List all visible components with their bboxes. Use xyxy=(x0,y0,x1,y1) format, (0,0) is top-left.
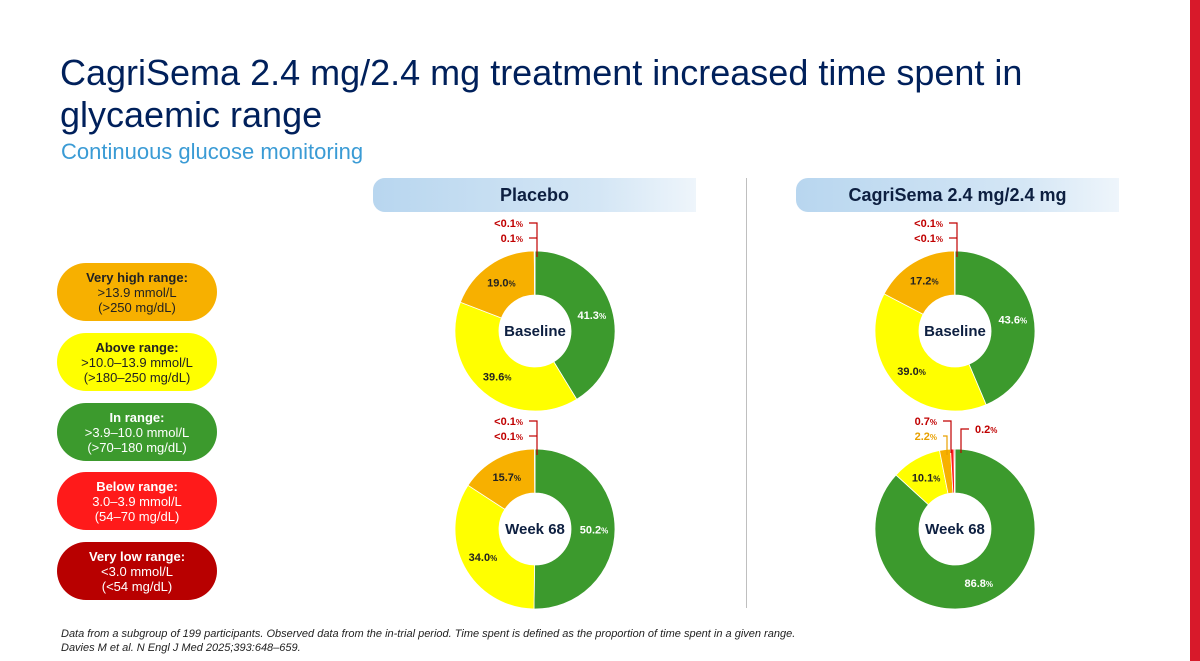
callout-label: <0.1% xyxy=(914,218,943,230)
slice-label: 41.3% xyxy=(578,310,607,322)
callout-leader xyxy=(529,420,538,455)
center-label: Baseline xyxy=(924,323,986,340)
donut-slice-in-range xyxy=(954,250,1036,406)
slice-label: 39.0% xyxy=(897,366,926,378)
legend-title: Very high range: xyxy=(86,270,188,285)
legend-line2: (<54 mg/dL) xyxy=(101,579,173,594)
legend-line2: (>70–180 mg/dL) xyxy=(87,440,187,455)
legend-line1: 3.0–3.9 mmol/L xyxy=(92,494,182,509)
donut-slice-very-low-range xyxy=(953,448,956,494)
donut-slice-above-range xyxy=(454,484,535,610)
slice-label: 86.8% xyxy=(964,578,993,590)
slice-label: 50.2% xyxy=(580,524,609,536)
callout-label: <0.1% xyxy=(494,416,523,428)
callout-leader xyxy=(949,222,958,257)
panel-divider xyxy=(746,178,747,608)
slice-label: 10.1% xyxy=(912,473,941,485)
legend-line1: >13.9 mmol/L xyxy=(97,285,177,300)
callout-label: <0.1% xyxy=(494,218,523,230)
callout-label: 2.2% xyxy=(915,431,937,443)
callout-leader xyxy=(960,428,969,453)
slice-label: 43.6% xyxy=(999,314,1028,326)
panel-header-placebo: Placebo xyxy=(373,178,696,212)
donut-slice-above-range xyxy=(874,293,987,412)
slice-label: 34.0% xyxy=(469,552,498,564)
legend-pill-below-range: Below range: 3.0–3.9 mmol/L (54–70 mg/dL) xyxy=(57,472,217,530)
legend-title: Very low range: xyxy=(88,549,186,564)
legend-title: Above range: xyxy=(95,340,179,355)
slide-edge-accent xyxy=(1190,0,1200,661)
footnote: Data from a subgroup of 199 participants… xyxy=(61,627,795,655)
callout-leader xyxy=(943,435,948,455)
donut-slice-in-range xyxy=(874,448,1036,610)
panel-header-cagrisema: CagriSema 2.4 mg/2.4 mg xyxy=(796,178,1119,212)
callout-label: 0.2% xyxy=(975,424,997,436)
legend-pill-in-range: In range: >3.9–10.0 mmol/L (>70–180 mg/dL) xyxy=(57,403,217,461)
slice-label: 15.7% xyxy=(492,472,521,484)
legend-line2: (54–70 mg/dL) xyxy=(94,509,180,524)
legend-line2: (>180–250 mg/dL) xyxy=(83,370,191,385)
donut-placebo-week-68: 50.2% 34.0% 15.7% Week 68 <0.1% <0.1% xyxy=(454,416,616,610)
callout-leader xyxy=(529,222,538,257)
callout-label: 0.1% xyxy=(501,233,523,245)
center-label: Week 68 xyxy=(925,521,985,538)
legend-pill-very-low-range: Very low range: <3.0 mmol/L (<54 mg/dL) xyxy=(57,542,217,600)
legend-pill-very-high-range: Very high range: >13.9 mmol/L (>250 mg/dL) xyxy=(57,263,217,321)
callout-label: <0.1% xyxy=(914,233,943,245)
footnote-line-2: Davies M et al. N Engl J Med 2025;393:64… xyxy=(61,642,301,654)
legend-title: Below range: xyxy=(96,479,178,494)
legend-title: In range: xyxy=(109,410,165,425)
slice-label: 19.0% xyxy=(487,278,516,290)
callout-label: <0.1% xyxy=(494,431,523,443)
donut-cagrisema-2-4-mg-2-4-mg-week-68: 86.8% 10.1% Week 68 0.7% 2.2% 0.2% xyxy=(874,416,1036,610)
legend-line1: <3.0 mmol/L xyxy=(101,564,173,579)
callout-leader xyxy=(943,420,952,453)
legend-pill-above-range: Above range: >10.0–13.9 mmol/L (>180–250 m… xyxy=(57,333,217,391)
legend-line2: (>250 mg/dL) xyxy=(98,300,176,315)
donut-placebo-baseline: 41.3% 39.6% 19.0% Baseline <0.1% 0.1% xyxy=(454,218,616,412)
donut-slice-above-range xyxy=(454,301,578,412)
donut-cagrisema-2-4-mg-2-4-mg-baseline: 43.6% 39.0% 17.2% Baseline <0.1% <0.1% xyxy=(874,218,1036,412)
legend-line1: >10.0–13.9 mmol/L xyxy=(81,355,193,370)
slide-title: CagriSema 2.4 mg/2.4 mg treatment increa… xyxy=(60,52,1023,135)
slide-subtitle: Continuous glucose monitoring xyxy=(61,139,364,164)
center-label: Week 68 xyxy=(505,521,565,538)
footnote-line-1: Data from a subgroup of 199 participants… xyxy=(61,628,796,640)
donut-slice-in-range xyxy=(533,448,616,610)
center-label: Baseline xyxy=(504,323,566,340)
slice-label: 39.6% xyxy=(483,371,512,383)
slice-label: 17.2% xyxy=(910,276,939,288)
callout-label: 0.7% xyxy=(915,416,937,428)
donut-slice-in-range xyxy=(534,250,616,400)
legend-line1: >3.9–10.0 mmol/L xyxy=(84,425,190,440)
